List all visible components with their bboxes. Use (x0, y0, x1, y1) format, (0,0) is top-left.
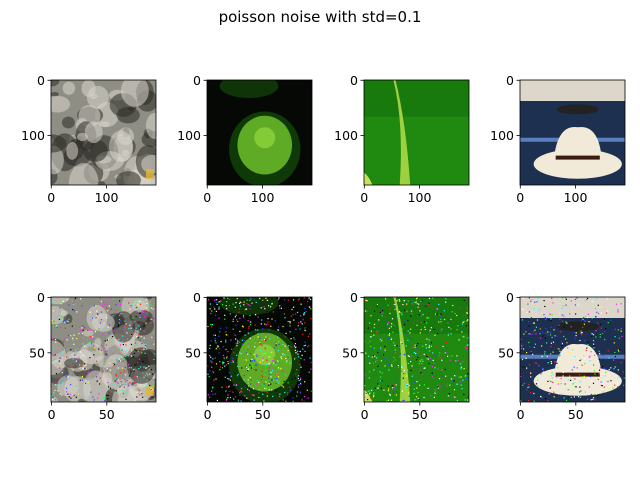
axes-frame (50, 296, 157, 403)
x-tick-label: 0 (203, 190, 211, 205)
y-tick-label: 0 (193, 73, 201, 88)
axes-frame (363, 296, 470, 403)
x-tick-label: 0 (517, 407, 525, 422)
y-tick-label: 50 (342, 345, 358, 360)
panel-image (207, 80, 312, 185)
y-tick-label: 0 (193, 290, 201, 305)
x-tick-label: 50 (568, 407, 584, 422)
axes-frame (206, 296, 313, 403)
x-tick-label: 0 (516, 190, 524, 205)
y-tick-label: 0 (506, 290, 514, 305)
y-tick-label: 0 (350, 290, 358, 305)
x-tick-label: 50 (255, 407, 271, 422)
x-tick-label: 0 (361, 407, 369, 422)
x-tick-label: 0 (360, 190, 368, 205)
axes-frame (363, 79, 470, 186)
panel-image (520, 297, 625, 402)
image-panel-bottom-1: 0 50 0 50 (29, 290, 157, 422)
image-panel-bottom-4: 0 50 0 50 (498, 290, 626, 422)
axes-frame (50, 79, 157, 186)
x-tick-label: 50 (412, 407, 428, 422)
panel-image (51, 297, 156, 402)
image-panel-top-4: 0 100 0 100 (490, 73, 626, 205)
image-panel-top-1: 0 100 0 100 (21, 73, 157, 205)
y-tick-label: 100 (490, 128, 514, 143)
y-tick-label: 50 (185, 345, 201, 360)
x-tick-label: 50 (99, 407, 115, 422)
x-tick-label: 100 (251, 190, 275, 205)
y-tick-label: 100 (21, 128, 45, 143)
figure-title: poisson noise with std=0.1 (219, 8, 422, 26)
panel-grid: 0 100 0 100 0 100 0 100 0 100 0 100 0 100 0 100 0 50 0 50 0 5… (21, 73, 626, 422)
image-panel-bottom-3: 0 50 0 50 (342, 290, 470, 422)
axes-frame (206, 79, 313, 186)
image-panel-bottom-2: 0 50 0 50 (185, 290, 313, 422)
axes-frame (519, 79, 626, 186)
panel-image (51, 80, 156, 185)
image-panel-top-3: 0 100 0 100 (334, 73, 470, 205)
panel-image (364, 80, 469, 185)
x-tick-label: 100 (408, 190, 432, 205)
panel-image (520, 80, 625, 185)
x-tick-label: 100 (564, 190, 588, 205)
y-tick-label: 100 (177, 128, 201, 143)
y-tick-label: 0 (350, 73, 358, 88)
panel-image (364, 297, 469, 402)
y-tick-label: 0 (37, 290, 45, 305)
y-tick-label: 0 (37, 73, 45, 88)
x-tick-label: 100 (95, 190, 119, 205)
y-tick-label: 50 (498, 345, 514, 360)
image-panel-top-2: 0 100 0 100 (177, 73, 313, 205)
y-tick-label: 0 (506, 73, 514, 88)
x-tick-label: 0 (204, 407, 212, 422)
y-tick-label: 50 (29, 345, 45, 360)
panel-image (207, 297, 312, 402)
x-tick-label: 0 (48, 407, 56, 422)
axes-frame (519, 296, 626, 403)
x-tick-label: 0 (47, 190, 55, 205)
y-tick-label: 100 (334, 128, 358, 143)
